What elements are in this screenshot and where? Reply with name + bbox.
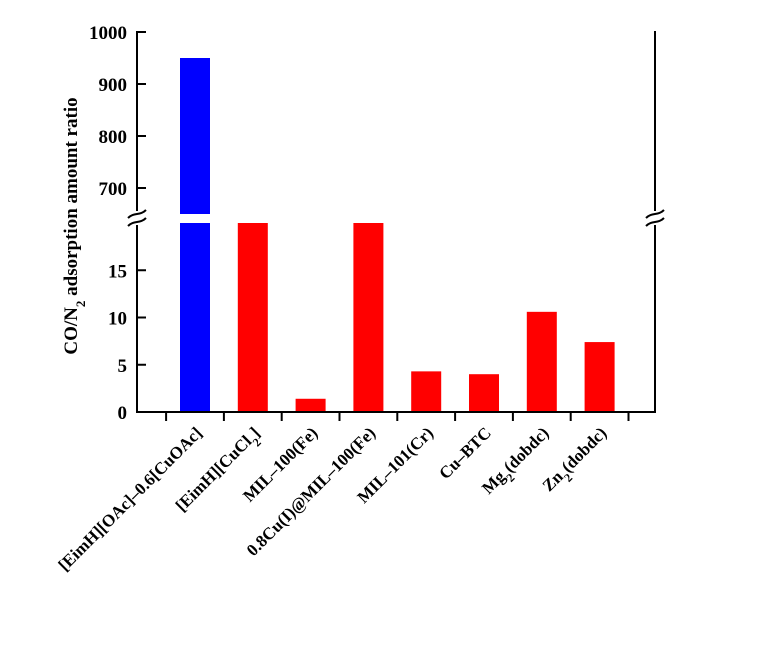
bar-7: [584, 342, 615, 412]
labels-layer: 0510157008009001000[EimH][OAc]–0.6[CuOAc…: [55, 23, 611, 575]
bar-0-upper: [180, 58, 210, 214]
bar-break-gap-0: [179, 214, 211, 223]
bar-3: [353, 223, 384, 412]
axis-break-mark-0-0: [127, 209, 147, 219]
bar-5: [469, 374, 499, 412]
bar-1: [237, 223, 268, 412]
y-tick-label-700: 700: [99, 179, 128, 200]
y-tick-label-800: 800: [99, 127, 128, 148]
axis-break-mark-1-0: [645, 209, 665, 219]
bar-0-lower: [180, 223, 210, 412]
axes-layer: [127, 31, 665, 421]
bar-6: [526, 311, 557, 412]
y-tick-label-15: 15: [108, 261, 127, 282]
axis-break-mark-1-1: [645, 217, 665, 227]
y-tick-label-10: 10: [108, 309, 127, 330]
y-tick-label-900: 900: [99, 75, 128, 96]
y-axis-title: CO/N2 adsorption amount ratio: [61, 97, 88, 354]
x-category-label-5: Cu–BTC: [435, 423, 495, 483]
bar-2: [295, 398, 326, 412]
y-tick-label-5: 5: [118, 356, 128, 377]
y-tick-label-0: 0: [118, 403, 128, 424]
bar-4: [411, 371, 442, 412]
y-tick-label-1000: 1000: [89, 23, 127, 44]
axis-break-mark-0-1: [127, 217, 147, 227]
bars-layer: [179, 58, 615, 412]
